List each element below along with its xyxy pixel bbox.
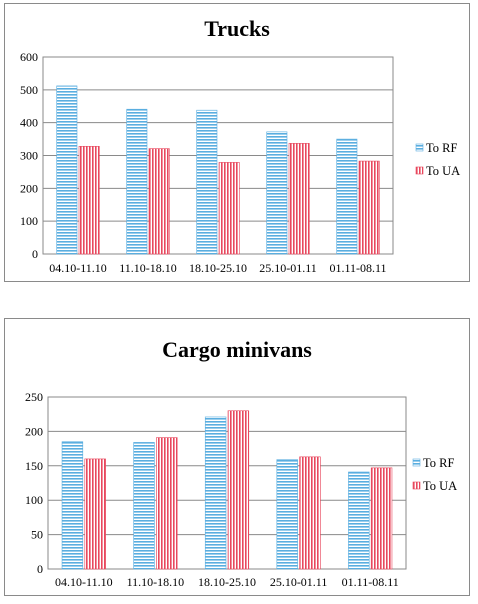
cargo-minivans-chart: Cargo minivans 0 50 100 150 200 250 04.10-11.1… [4, 318, 470, 596]
y-tick-label: 200 [25, 424, 43, 438]
y-tick-label: 0 [37, 562, 43, 576]
trucks-chart-svg: Trucks 0 100 200 300 400 500 600 04.10-11.10 11.… [20, 16, 460, 275]
x-tick-label: 18.10-25.10 [189, 261, 247, 275]
bar-to-ua [358, 160, 380, 255]
y-tick-label: 500 [20, 83, 38, 97]
y-tick-label: 250 [25, 390, 43, 404]
y-tick-label: 400 [20, 116, 38, 130]
bar-to-ua [218, 162, 240, 255]
legend-swatch [415, 166, 424, 175]
cargo-minivans-chart-svg: Cargo minivans 0 50 100 150 200 250 04.10-11.1… [25, 337, 457, 589]
bar-to-ua [148, 148, 170, 255]
legend-swatch [412, 481, 421, 490]
bar-to-rf [336, 138, 358, 255]
legend-label: To RF [423, 456, 454, 470]
x-tick-label: 04.10-11.10 [49, 261, 107, 275]
legend-swatch [415, 143, 424, 152]
y-tick-label: 100 [20, 214, 38, 228]
x-tick-label: 01.11-08.11 [329, 261, 386, 275]
y-tick-label: 0 [32, 247, 38, 261]
legend-label: To RF [426, 141, 457, 155]
bar-to-rf [126, 108, 148, 255]
bar-to-rf [276, 459, 298, 570]
chart-title: Trucks [204, 16, 270, 41]
bar-to-rf [196, 109, 218, 255]
y-tick-label: 200 [20, 181, 38, 195]
y-tick-label: 100 [25, 493, 43, 507]
bar-to-ua [78, 146, 100, 255]
bar-to-rf [348, 471, 370, 570]
x-tick-label: 25.10-01.11 [270, 575, 328, 589]
y-tick-label: 300 [20, 149, 38, 163]
bar-to-ua [288, 143, 310, 255]
bar-to-rf [266, 131, 288, 255]
y-tick-label: 600 [20, 50, 38, 64]
bar-to-rf [56, 85, 78, 255]
x-tick-label: 01.11-08.11 [342, 575, 399, 589]
x-tick-label: 11.10-18.10 [119, 261, 177, 275]
x-tick-label: 04.10-11.10 [55, 575, 113, 589]
bar-to-rf [204, 416, 227, 570]
bar-to-ua [84, 458, 106, 570]
bar-to-rf [133, 442, 155, 570]
legend-label: To UA [423, 479, 457, 493]
x-tick-label: 11.10-18.10 [127, 575, 185, 589]
bar-to-rf [61, 441, 84, 570]
trucks-chart: Trucks 0 100 200 300 400 500 600 04.10-11.10 11.… [4, 3, 470, 282]
bar-to-ua [370, 467, 393, 570]
x-tick-label: 18.10-25.10 [198, 575, 256, 589]
bar-to-ua [299, 456, 321, 570]
bar-to-ua [156, 437, 178, 570]
y-tick-label: 150 [25, 459, 43, 473]
x-tick-label: 25.10-01.11 [259, 261, 317, 275]
chart-title: Cargo minivans [162, 337, 312, 362]
legend-swatch [412, 458, 421, 467]
legend-label: To UA [426, 164, 460, 178]
y-tick-label: 50 [31, 528, 43, 542]
bar-to-ua [227, 410, 250, 570]
